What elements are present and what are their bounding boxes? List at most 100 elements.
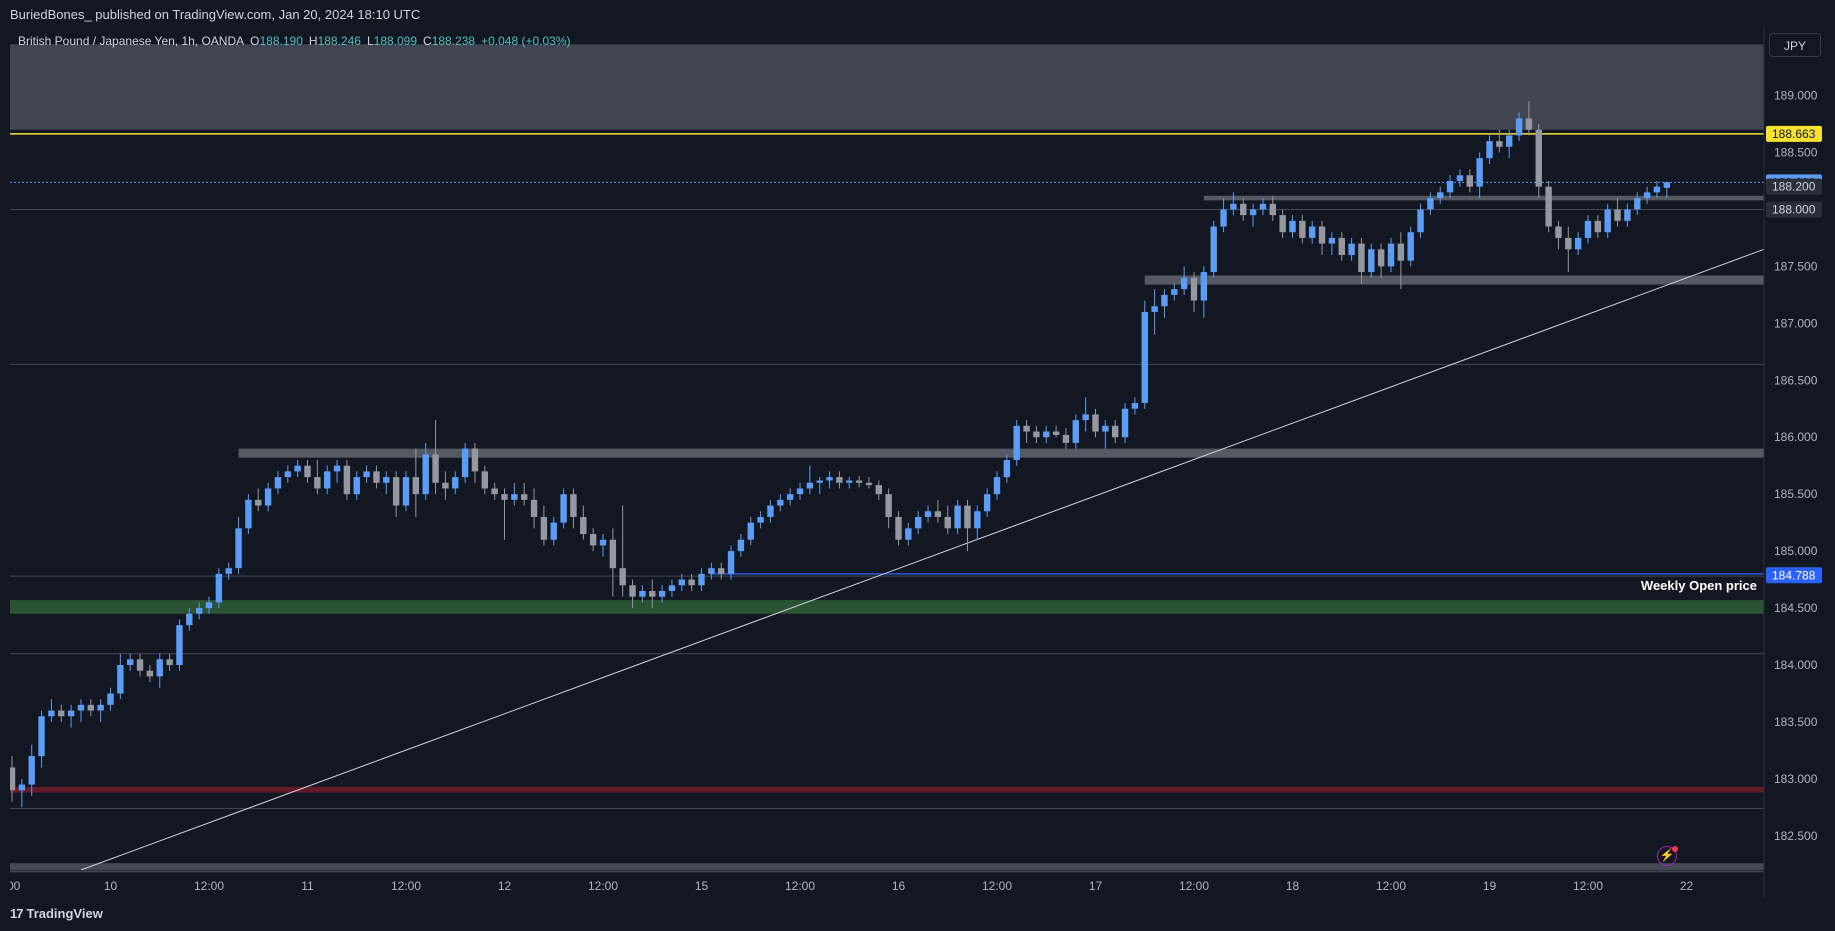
candle-body [1180, 277, 1188, 290]
candle-body [461, 448, 469, 478]
high-value: 188.246 [317, 34, 361, 48]
currency-button[interactable]: JPY [1769, 33, 1821, 57]
red-zone [10, 786, 1764, 793]
candle-body [855, 480, 863, 483]
price-axis-panel [1764, 28, 1835, 898]
candle-body [1614, 209, 1621, 221]
price-badge-label: 188.663 [1772, 127, 1816, 141]
candle-body [737, 539, 745, 552]
candle-body [727, 551, 735, 574]
x-tick-label: 12:00 [1179, 879, 1209, 893]
candle-body [87, 704, 94, 711]
price-badge [1766, 567, 1822, 584]
candle-body [1545, 186, 1552, 227]
candle-body [934, 511, 942, 517]
candle-body [1634, 198, 1641, 210]
support-zone [10, 600, 1764, 614]
y-tick-label: 186.000 [1774, 430, 1818, 444]
candle-body [895, 516, 902, 540]
weekly-open-label: Weekly Open price [1641, 578, 1757, 593]
candle-body [1299, 220, 1306, 238]
published-line: BuriedBones_ published on TradingView.co… [10, 7, 421, 22]
x-tick-label: 22 [1680, 879, 1694, 893]
open-label: O [250, 34, 260, 48]
price-chart[interactable]: Weekly Open price 189.000 188.500 188.000 18… [4, 28, 1835, 898]
candle-body [639, 590, 646, 597]
candle-body [412, 477, 420, 495]
candle-body [383, 477, 390, 483]
price-badge [1766, 125, 1822, 142]
candle-body [865, 482, 873, 486]
mid-band [1144, 275, 1764, 285]
candle-body [658, 590, 666, 597]
x-tick-label: 12:00 [1376, 879, 1406, 893]
candle-body [452, 477, 459, 489]
close-label: C [423, 34, 432, 48]
x-tick-label: 12:00 [982, 879, 1012, 893]
candle-body [1190, 277, 1198, 301]
candle-body [1141, 311, 1148, 404]
candle-body [1249, 209, 1257, 216]
tradingview-logo[interactable]: 17 TradingView [10, 906, 103, 921]
x-tick-label: 15 [695, 879, 709, 893]
candle-body [796, 488, 804, 495]
candle-body [18, 784, 26, 791]
candle-body [521, 494, 528, 500]
candle-body [1594, 220, 1602, 233]
candle-body [1112, 425, 1119, 438]
candle-body [195, 608, 203, 614]
candle-body [294, 465, 301, 472]
candle-body [1476, 158, 1483, 187]
candle-body [1417, 209, 1424, 233]
chart-frame[interactable]: Weekly Open price 189.000 188.500 188.000 18… [4, 28, 1835, 898]
candle-body [905, 528, 912, 540]
candle-body [1003, 460, 1011, 478]
candle-body [353, 477, 360, 495]
close-value: 188.238 [431, 34, 476, 48]
candle-body [983, 494, 991, 512]
footer-bar [0, 898, 1835, 931]
candle-body [836, 477, 843, 483]
candle-body [67, 710, 75, 717]
y-tick-label: 186.500 [1774, 373, 1818, 387]
price-badge [1766, 178, 1822, 195]
candle-body [1052, 431, 1060, 435]
candle-body [915, 516, 922, 529]
candle-body [1259, 203, 1267, 210]
candle-body [1643, 192, 1651, 199]
candle-body [826, 477, 833, 481]
price-badge-label: 188.200 [1772, 180, 1816, 194]
candle-body [97, 704, 104, 711]
candle-body [560, 494, 567, 523]
candle-body [1535, 129, 1542, 187]
candle-body [1072, 420, 1079, 443]
candle-body [1663, 182, 1670, 188]
y-tick-label: 183.500 [1774, 715, 1818, 729]
x-tick-label: 11 [301, 879, 314, 893]
candle-body [1161, 294, 1168, 307]
ohlc-legend: British Pound / Japanese Yen, 1h, OANDA … [18, 34, 571, 48]
price-badge-label: 188.000 [1772, 202, 1816, 216]
candle-body [1407, 232, 1414, 261]
candle-body [481, 471, 488, 489]
candle-body [392, 477, 400, 506]
candle-body [786, 494, 794, 500]
candle-body [1565, 237, 1572, 250]
candle-body [245, 499, 252, 529]
candle-body [580, 516, 587, 535]
candle-body [1200, 272, 1208, 301]
candle-body [1397, 243, 1405, 261]
lightning-icon[interactable]: ⚡ [1657, 846, 1677, 866]
tradingview-mark-icon: 17 [10, 906, 24, 921]
candle-body [127, 659, 134, 665]
candle-body [28, 756, 35, 785]
candle-body [668, 585, 676, 591]
candle-body [48, 710, 55, 717]
candle-body [1387, 243, 1395, 267]
change-value: +0.048 (+0.03%) [481, 34, 571, 48]
candle-body [511, 494, 518, 500]
candle-body [757, 516, 764, 523]
candle-body [1555, 226, 1562, 238]
candle-body [107, 693, 114, 705]
candle-body [1210, 226, 1217, 273]
